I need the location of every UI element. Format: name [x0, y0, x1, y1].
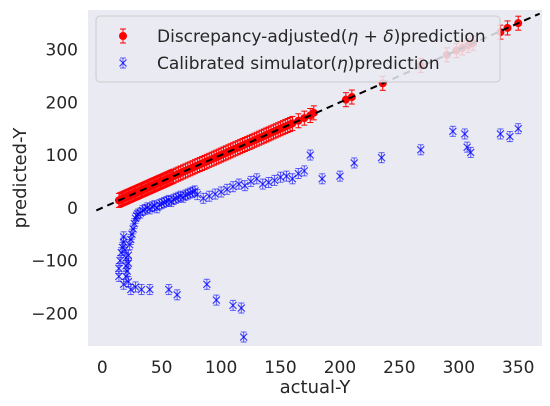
- x-tick-label: 200: [324, 358, 356, 378]
- calibrated-point: [505, 131, 514, 143]
- calibrated-point: [270, 174, 279, 186]
- calibrated-point: [496, 128, 505, 140]
- x-tick-label: 150: [264, 358, 296, 378]
- x-tick-label: 100: [205, 358, 237, 378]
- calibrated-point: [318, 173, 327, 185]
- calibrated-point: [416, 144, 425, 156]
- y-tick-label: −200: [31, 304, 78, 324]
- calibrated-point: [119, 231, 128, 243]
- y-tick-label: 0: [67, 199, 78, 219]
- calibrated-point: [217, 186, 226, 198]
- y-axis-label: predicted-Y: [10, 127, 31, 229]
- calibrated-point: [237, 302, 246, 314]
- legend-red-marker: [119, 28, 127, 44]
- calibrated-point: [202, 278, 211, 290]
- calibrated-point: [300, 165, 309, 177]
- calibrated-point: [294, 168, 303, 180]
- calibrated-point: [229, 181, 237, 193]
- legend-label-discrepancy: Discrepancy-adjusted(η + δ)prediction: [157, 27, 486, 47]
- calibrated-point: [229, 299, 237, 311]
- calibrated-point: [211, 188, 220, 200]
- calibrated-point: [336, 170, 344, 182]
- x-tick-label: 0: [97, 358, 108, 378]
- calibrated-point: [164, 284, 173, 296]
- legend-marker-calibrated: [119, 57, 127, 69]
- calibrated-point: [199, 192, 208, 204]
- calibrated-point: [137, 284, 146, 296]
- x-tick-label: 250: [383, 358, 415, 378]
- y-axis-ticks: −200 −100 0 100 200 300: [31, 41, 78, 325]
- identity-reference-line: [95, 12, 541, 212]
- y-tick-label: 100: [46, 146, 78, 166]
- calibrated-point: [173, 289, 182, 301]
- calibrated-point: [145, 284, 154, 296]
- y-tick-label: 300: [46, 41, 78, 61]
- calibrated-point: [377, 152, 386, 164]
- calibrated-point: [223, 183, 231, 195]
- calibrated-point: [193, 189, 202, 201]
- x-tick-label: 350: [502, 358, 534, 378]
- x-tick-label: 50: [151, 358, 173, 378]
- calibrated-point: [124, 249, 133, 261]
- legend-label-calibrated: Calibrated simulator(η)prediction: [157, 54, 440, 74]
- y-tick-label: 200: [46, 93, 78, 113]
- x-axis-label: actual-Y: [280, 377, 352, 398]
- calibrated-point: [514, 123, 523, 135]
- y-tick-label: −100: [31, 252, 78, 272]
- calibrated-point: [126, 284, 135, 296]
- calibrated-point: [205, 190, 214, 202]
- calibrated-point: [460, 128, 469, 140]
- legend-blue-marker: [119, 57, 127, 69]
- legend-box: [95, 15, 501, 83]
- x-tick-label: 300: [443, 358, 475, 378]
- calibrated-point: [282, 170, 291, 182]
- legend: Discrepancy-adjusted(η + δ)prediction Ca…: [95, 15, 501, 83]
- calibrated-point: [212, 294, 221, 306]
- calibrated-point: [114, 262, 123, 274]
- calibrated-point: [466, 146, 475, 158]
- calibrated-point: [448, 125, 457, 137]
- calibrated-point: [463, 141, 472, 153]
- calibrated-point: [264, 176, 273, 188]
- legend-marker-discrepancy: [119, 28, 127, 44]
- series-calibrated-points: [114, 123, 523, 343]
- calibrated-point: [246, 175, 255, 187]
- calibrated-point: [235, 178, 243, 190]
- discrepancy-point: [309, 105, 318, 121]
- calibrated-point: [258, 178, 267, 190]
- x-axis-ticks: 0 50 100 150 200 250 300 350: [97, 358, 535, 378]
- calibrated-point: [239, 331, 248, 343]
- calibrated-point: [131, 281, 140, 293]
- calibrated-point: [350, 157, 359, 169]
- calibrated-point: [240, 180, 249, 192]
- calibrated-point: [306, 149, 315, 161]
